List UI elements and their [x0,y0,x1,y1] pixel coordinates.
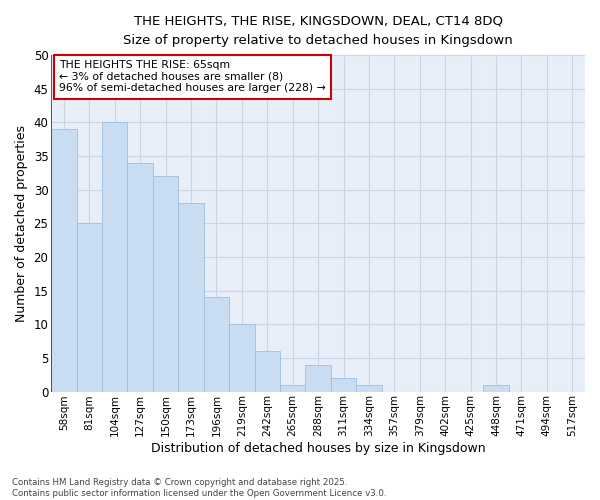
X-axis label: Distribution of detached houses by size in Kingsdown: Distribution of detached houses by size … [151,442,485,455]
Y-axis label: Number of detached properties: Number of detached properties [15,125,28,322]
Bar [331,378,356,392]
Bar [356,385,382,392]
Bar [305,364,331,392]
Bar [77,224,102,392]
Bar [204,298,229,392]
Bar [127,163,153,392]
Bar [102,122,127,392]
Bar [178,203,204,392]
Bar [153,176,178,392]
Bar [484,385,509,392]
Bar [51,129,77,392]
Bar [254,351,280,392]
Bar [280,385,305,392]
Bar [229,324,254,392]
Text: Contains HM Land Registry data © Crown copyright and database right 2025.
Contai: Contains HM Land Registry data © Crown c… [12,478,386,498]
Text: THE HEIGHTS THE RISE: 65sqm
← 3% of detached houses are smaller (8)
96% of semi-: THE HEIGHTS THE RISE: 65sqm ← 3% of deta… [59,60,326,94]
Title: THE HEIGHTS, THE RISE, KINGSDOWN, DEAL, CT14 8DQ
Size of property relative to de: THE HEIGHTS, THE RISE, KINGSDOWN, DEAL, … [123,15,513,47]
